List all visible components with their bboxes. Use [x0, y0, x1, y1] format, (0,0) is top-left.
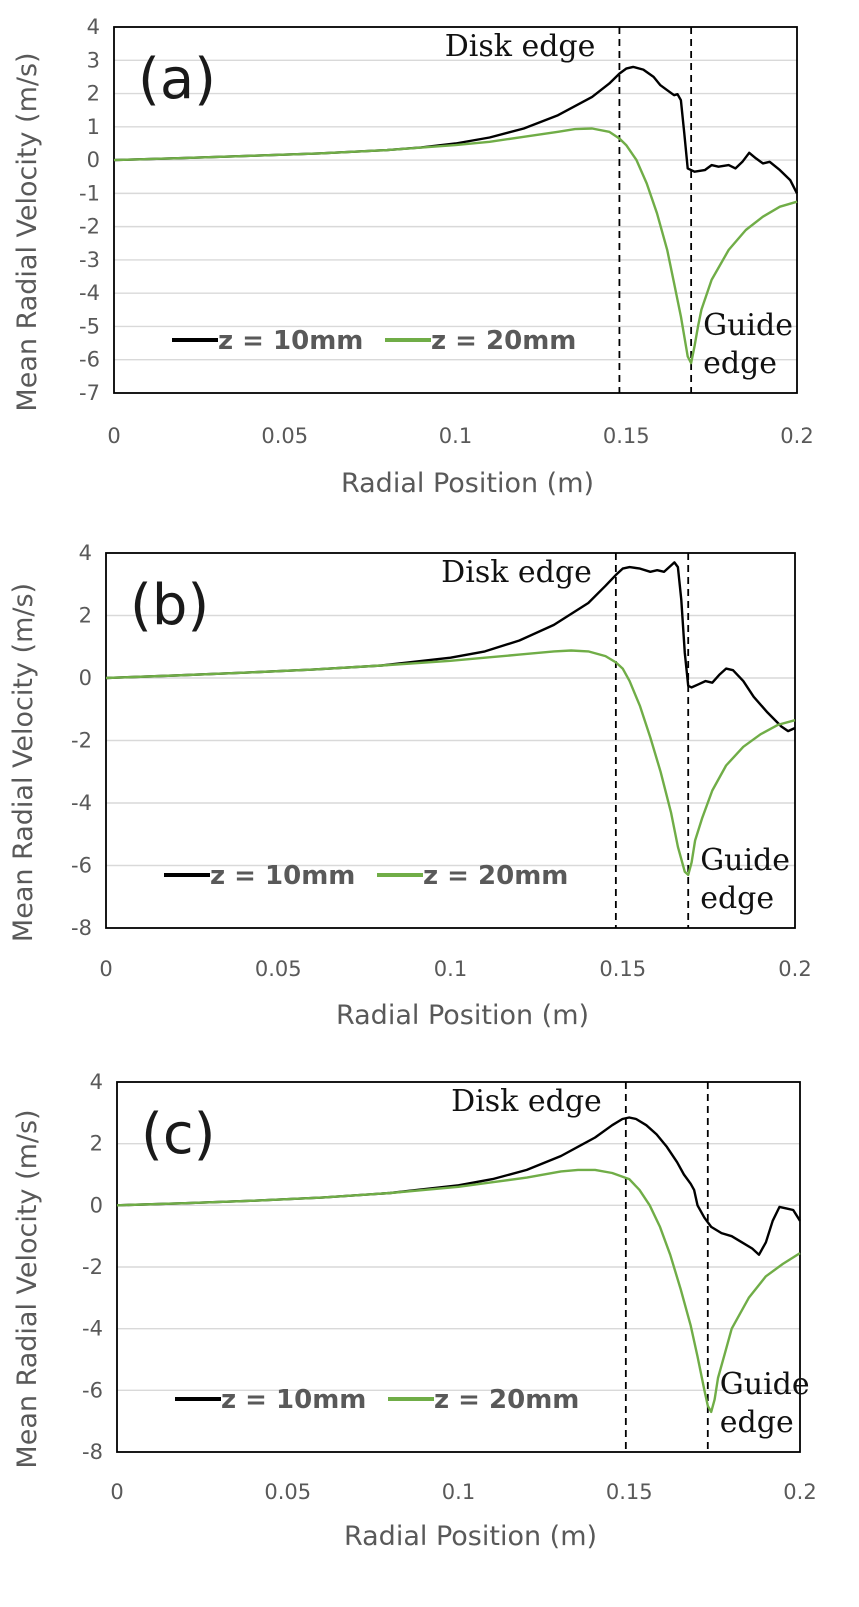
y-axis-title: Mean Radial Velocity (m/s)	[12, 1109, 43, 1468]
x-tick-label: 0.2	[780, 424, 813, 448]
series-line-z20	[116, 1168, 801, 1414]
legend-label-z20: z = 20mm	[431, 326, 576, 356]
y-tick-label: -6	[79, 348, 100, 372]
plot-frame	[116, 1081, 801, 1453]
panel-label: (c)	[141, 1102, 215, 1167]
y-tick-label: -2	[71, 729, 92, 753]
legend: z = 10mm z = 20mm	[172, 326, 576, 356]
series-line-z10	[116, 1116, 802, 1256]
x-tick-label: 0.05	[261, 424, 308, 448]
disk-edge-label: Disk edge	[445, 29, 596, 64]
plot-frame	[113, 26, 798, 394]
panel-label: (b)	[130, 573, 209, 638]
x-tick-label: 0.15	[606, 1480, 653, 1504]
panel-label: (a)	[138, 47, 216, 112]
legend-label-z10: z = 10mm	[221, 1385, 366, 1415]
x-tick-label: 0.05	[264, 1480, 311, 1504]
x-tick-label: 0.1	[442, 1480, 475, 1504]
guide-edge-label: Guide	[720, 1367, 810, 1402]
y-tick-label: -4	[79, 281, 100, 305]
legend: z = 10mm z = 20mm	[164, 861, 568, 891]
guide-edge-label-line2: edge	[700, 881, 774, 916]
series-line-z20	[113, 127, 798, 365]
x-tick-label: 0.15	[599, 957, 646, 981]
y-tick-label: 2	[87, 82, 100, 106]
x-tick-label: 0	[107, 424, 120, 448]
y-tick-label: 0	[90, 1193, 103, 1217]
guide-edge-label: Guide	[700, 843, 790, 878]
y-tick-label: -7	[79, 381, 100, 405]
plot-frame	[105, 552, 796, 929]
y-tick-label: -3	[79, 248, 100, 272]
y-tick-label: -6	[82, 1378, 103, 1402]
x-tick-label: 0.2	[783, 1480, 816, 1504]
legend-label-z10: z = 10mm	[218, 326, 363, 356]
y-tick-label: -4	[71, 791, 92, 815]
legend-label-z20: z = 20mm	[434, 1385, 579, 1415]
y-tick-label: -5	[79, 314, 100, 338]
guide-edge-label: Guide	[703, 308, 793, 343]
y-tick-label: 4	[90, 1070, 103, 1094]
y-tick-label: 2	[90, 1132, 103, 1156]
x-axis-title: Radial Position (m)	[344, 1521, 597, 1552]
series-line-z10	[113, 65, 799, 194]
x-axis-title: Radial Position (m)	[341, 468, 594, 499]
guide-edge-label-line2: edge	[720, 1405, 794, 1440]
x-tick-label: 0.1	[439, 424, 472, 448]
legend-label-z10: z = 10mm	[210, 861, 355, 891]
y-tick-label: 2	[79, 604, 92, 628]
y-axis-title: Mean Radial Velocity (m/s)	[12, 52, 43, 411]
y-tick-label: -4	[82, 1317, 103, 1341]
y-tick-label: -1	[79, 181, 100, 205]
guide-edge-label-line2: edge	[703, 346, 777, 381]
legend-label-z20: z = 20mm	[423, 861, 568, 891]
y-tick-label: 0	[79, 666, 92, 690]
chart-panel-a: 4 3 2 1 0 -1 -2 -3 -4 -5 -6 -7 0 0.05 0.1 0.15 0.2 Disk e…	[12, 15, 814, 499]
x-tick-label: 0	[99, 957, 112, 981]
series-line-z20	[105, 649, 796, 877]
x-axis-title: Radial Position (m)	[336, 1000, 589, 1031]
y-axis-title: Mean Radial Velocity (m/s)	[8, 583, 39, 942]
y-tick-label: -8	[71, 916, 92, 940]
y-tick-label: 4	[79, 541, 92, 565]
x-tick-label: 0.05	[255, 957, 302, 981]
y-tick-label: -2	[79, 215, 100, 239]
x-tick-label: 0	[110, 1480, 123, 1504]
y-tick-label: 3	[87, 48, 100, 72]
y-tick-label: -6	[71, 854, 92, 878]
y-tick-label: -8	[82, 1440, 103, 1464]
legend: z = 10mm z = 20mm	[175, 1385, 579, 1415]
chart-panel-b: 4 2 0 -2 -4 -6 -8 0 0.05 0.1 0.15 0.2 Disk edge Guide…	[8, 541, 812, 1031]
y-tick-label: 1	[87, 115, 100, 139]
x-tick-label: 0.2	[778, 957, 811, 981]
disk-edge-label: Disk edge	[451, 1084, 602, 1119]
y-tick-label: 4	[87, 15, 100, 39]
series-line-z10	[105, 561, 796, 733]
chart-panel-c: 4 2 0 -2 -4 -6 -8 0 0.05 0.1 0.15 0.2 Disk edge Guide…	[12, 1070, 817, 1552]
y-tick-label: -2	[82, 1255, 103, 1279]
disk-edge-label: Disk edge	[441, 555, 592, 590]
x-tick-label: 0.1	[434, 957, 467, 981]
y-tick-label: 0	[87, 148, 100, 172]
x-tick-label: 0.15	[603, 424, 650, 448]
